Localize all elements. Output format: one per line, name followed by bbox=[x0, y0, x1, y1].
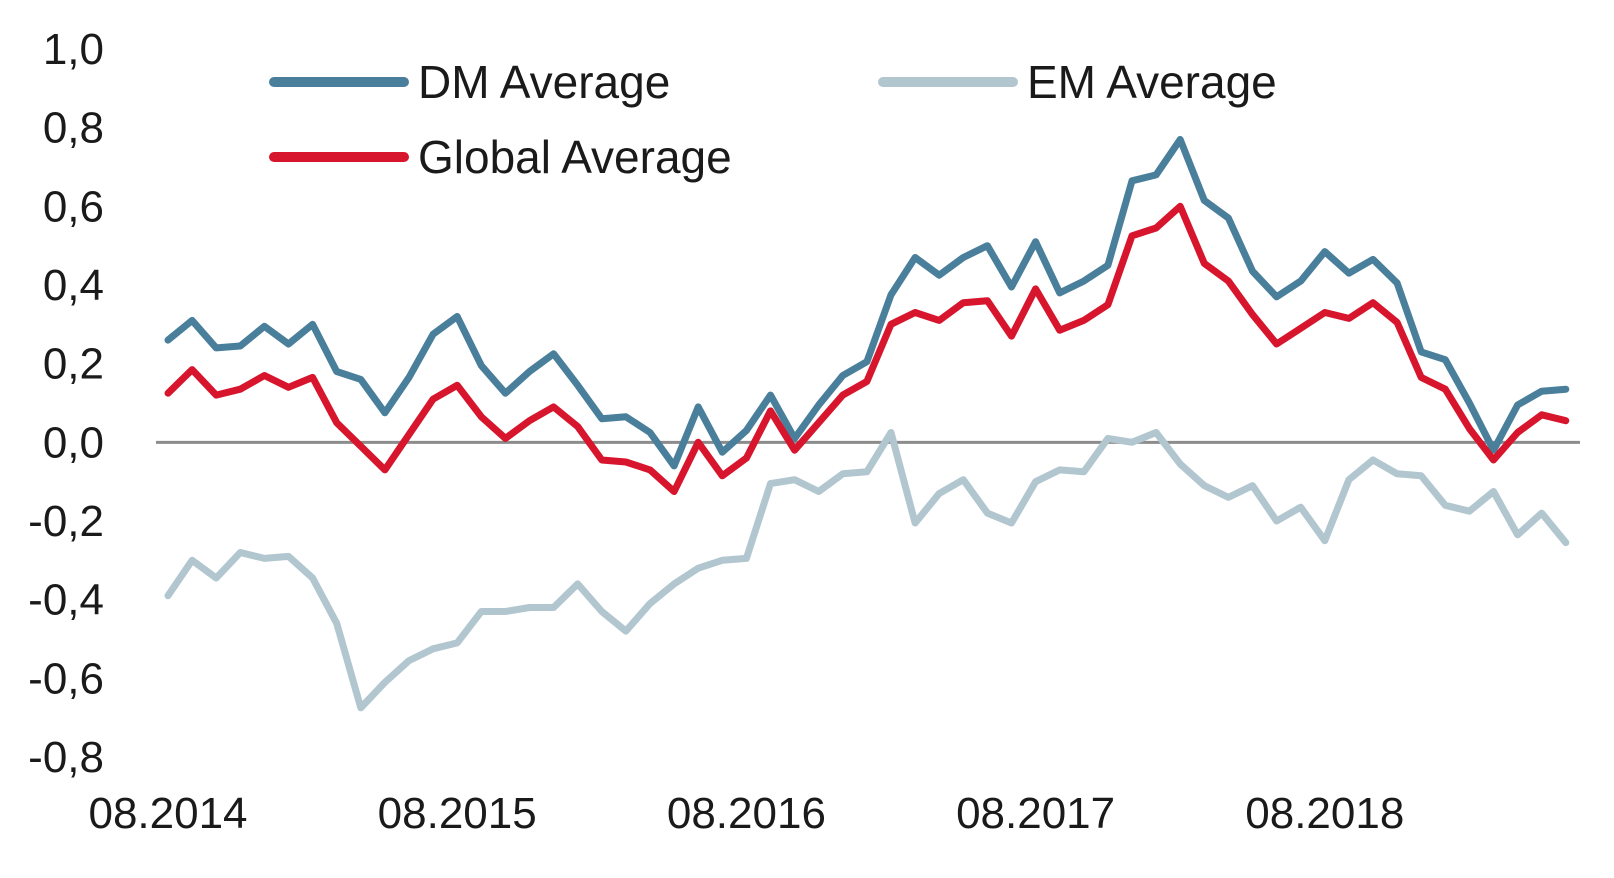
x-axis: 08.2014 08.2015 08.2016 08.2017 08.2018 bbox=[88, 789, 1404, 838]
series-line-em-average bbox=[164, 429, 1570, 712]
y-tick-label: 0,8 bbox=[43, 104, 104, 153]
series-layer bbox=[164, 136, 1570, 712]
y-tick-label: 1,0 bbox=[43, 25, 104, 74]
y-tick-label: -0,8 bbox=[28, 733, 104, 782]
legend-label-em-average: EM Average bbox=[1027, 56, 1277, 108]
y-tick-label: 0,0 bbox=[43, 418, 104, 467]
legend-label-dm-average: DM Average bbox=[418, 56, 670, 108]
series-line-global-average bbox=[164, 202, 1570, 495]
x-tick-label: 08.2016 bbox=[667, 789, 826, 838]
y-tick-label: 0,2 bbox=[43, 340, 104, 389]
series-line-dm-average bbox=[164, 136, 1570, 470]
y-tick-label: -0,4 bbox=[28, 576, 104, 625]
legend: DM Average EM Average Global Average bbox=[269, 56, 1277, 183]
x-tick-label: 08.2017 bbox=[956, 789, 1115, 838]
y-tick-label: -0,2 bbox=[28, 497, 104, 546]
x-tick-label: 08.2018 bbox=[1245, 789, 1404, 838]
legend-label-global-average: Global Average bbox=[418, 131, 732, 183]
y-tick-label: -0,6 bbox=[28, 654, 104, 703]
y-tick-label: 0,4 bbox=[43, 261, 104, 310]
x-tick-label: 08.2014 bbox=[88, 789, 247, 838]
y-tick-label: 0,6 bbox=[43, 182, 104, 231]
y-axis: 1,0 0,8 0,6 0,4 0,2 0,0 -0,2 -0,4 -0,6 -0,8 bbox=[28, 25, 104, 782]
x-tick-label: 08.2015 bbox=[378, 789, 537, 838]
